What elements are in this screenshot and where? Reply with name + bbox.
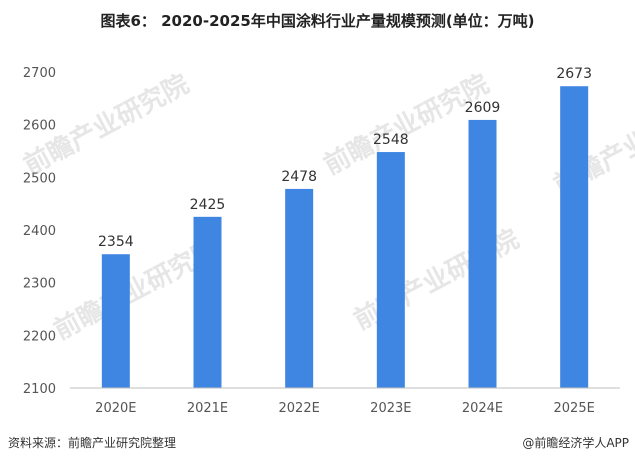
bar <box>560 86 589 388</box>
data-label: 2478 <box>281 169 317 185</box>
x-tick-label: 2025E <box>554 401 595 416</box>
bar-series: 2354 2425 2478 2548 2609 2673 <box>98 66 592 388</box>
x-tick-label: 2020E <box>95 401 136 416</box>
y-tick-label: 2100 <box>23 382 56 397</box>
x-tick-label: 2023E <box>370 401 411 416</box>
x-tick-label: 2024E <box>462 401 503 416</box>
y-tick-label: 2600 <box>23 119 56 134</box>
credit-note: @前瞻经济学人APP <box>522 436 629 450</box>
watermark-text: 前瞻产业研究院 <box>319 68 494 181</box>
bar <box>193 216 222 388</box>
source-note: 资料来源：前瞻产业研究院整理 <box>8 436 177 450</box>
y-axis: 2100 2200 2300 2400 2500 2600 2700 <box>23 66 56 397</box>
x-tick-label: 2022E <box>279 401 320 416</box>
x-axis: 2020E 2021E 2022E 2023E 2024E 2025E <box>70 387 620 416</box>
bar <box>101 254 130 388</box>
bar <box>468 119 497 388</box>
bar <box>376 152 405 388</box>
data-label: 2673 <box>556 66 592 82</box>
y-tick-label: 2300 <box>23 277 56 292</box>
y-tick-label: 2500 <box>23 171 56 186</box>
y-tick-label: 2200 <box>23 329 56 344</box>
x-tick-label: 2021E <box>187 401 228 416</box>
watermark-text: 前瞻产业研究院 <box>349 223 524 336</box>
bar <box>285 188 314 388</box>
data-label: 2354 <box>98 234 134 250</box>
data-label: 2548 <box>373 132 409 148</box>
y-tick-label: 2400 <box>23 224 56 239</box>
y-tick-label: 2700 <box>23 66 56 81</box>
data-label: 2609 <box>465 100 501 116</box>
data-label: 2425 <box>190 197 226 213</box>
chart-title: 图表6： 2020-2025年中国涂料行业产量规模预测(单位：万吨) <box>100 12 535 30</box>
